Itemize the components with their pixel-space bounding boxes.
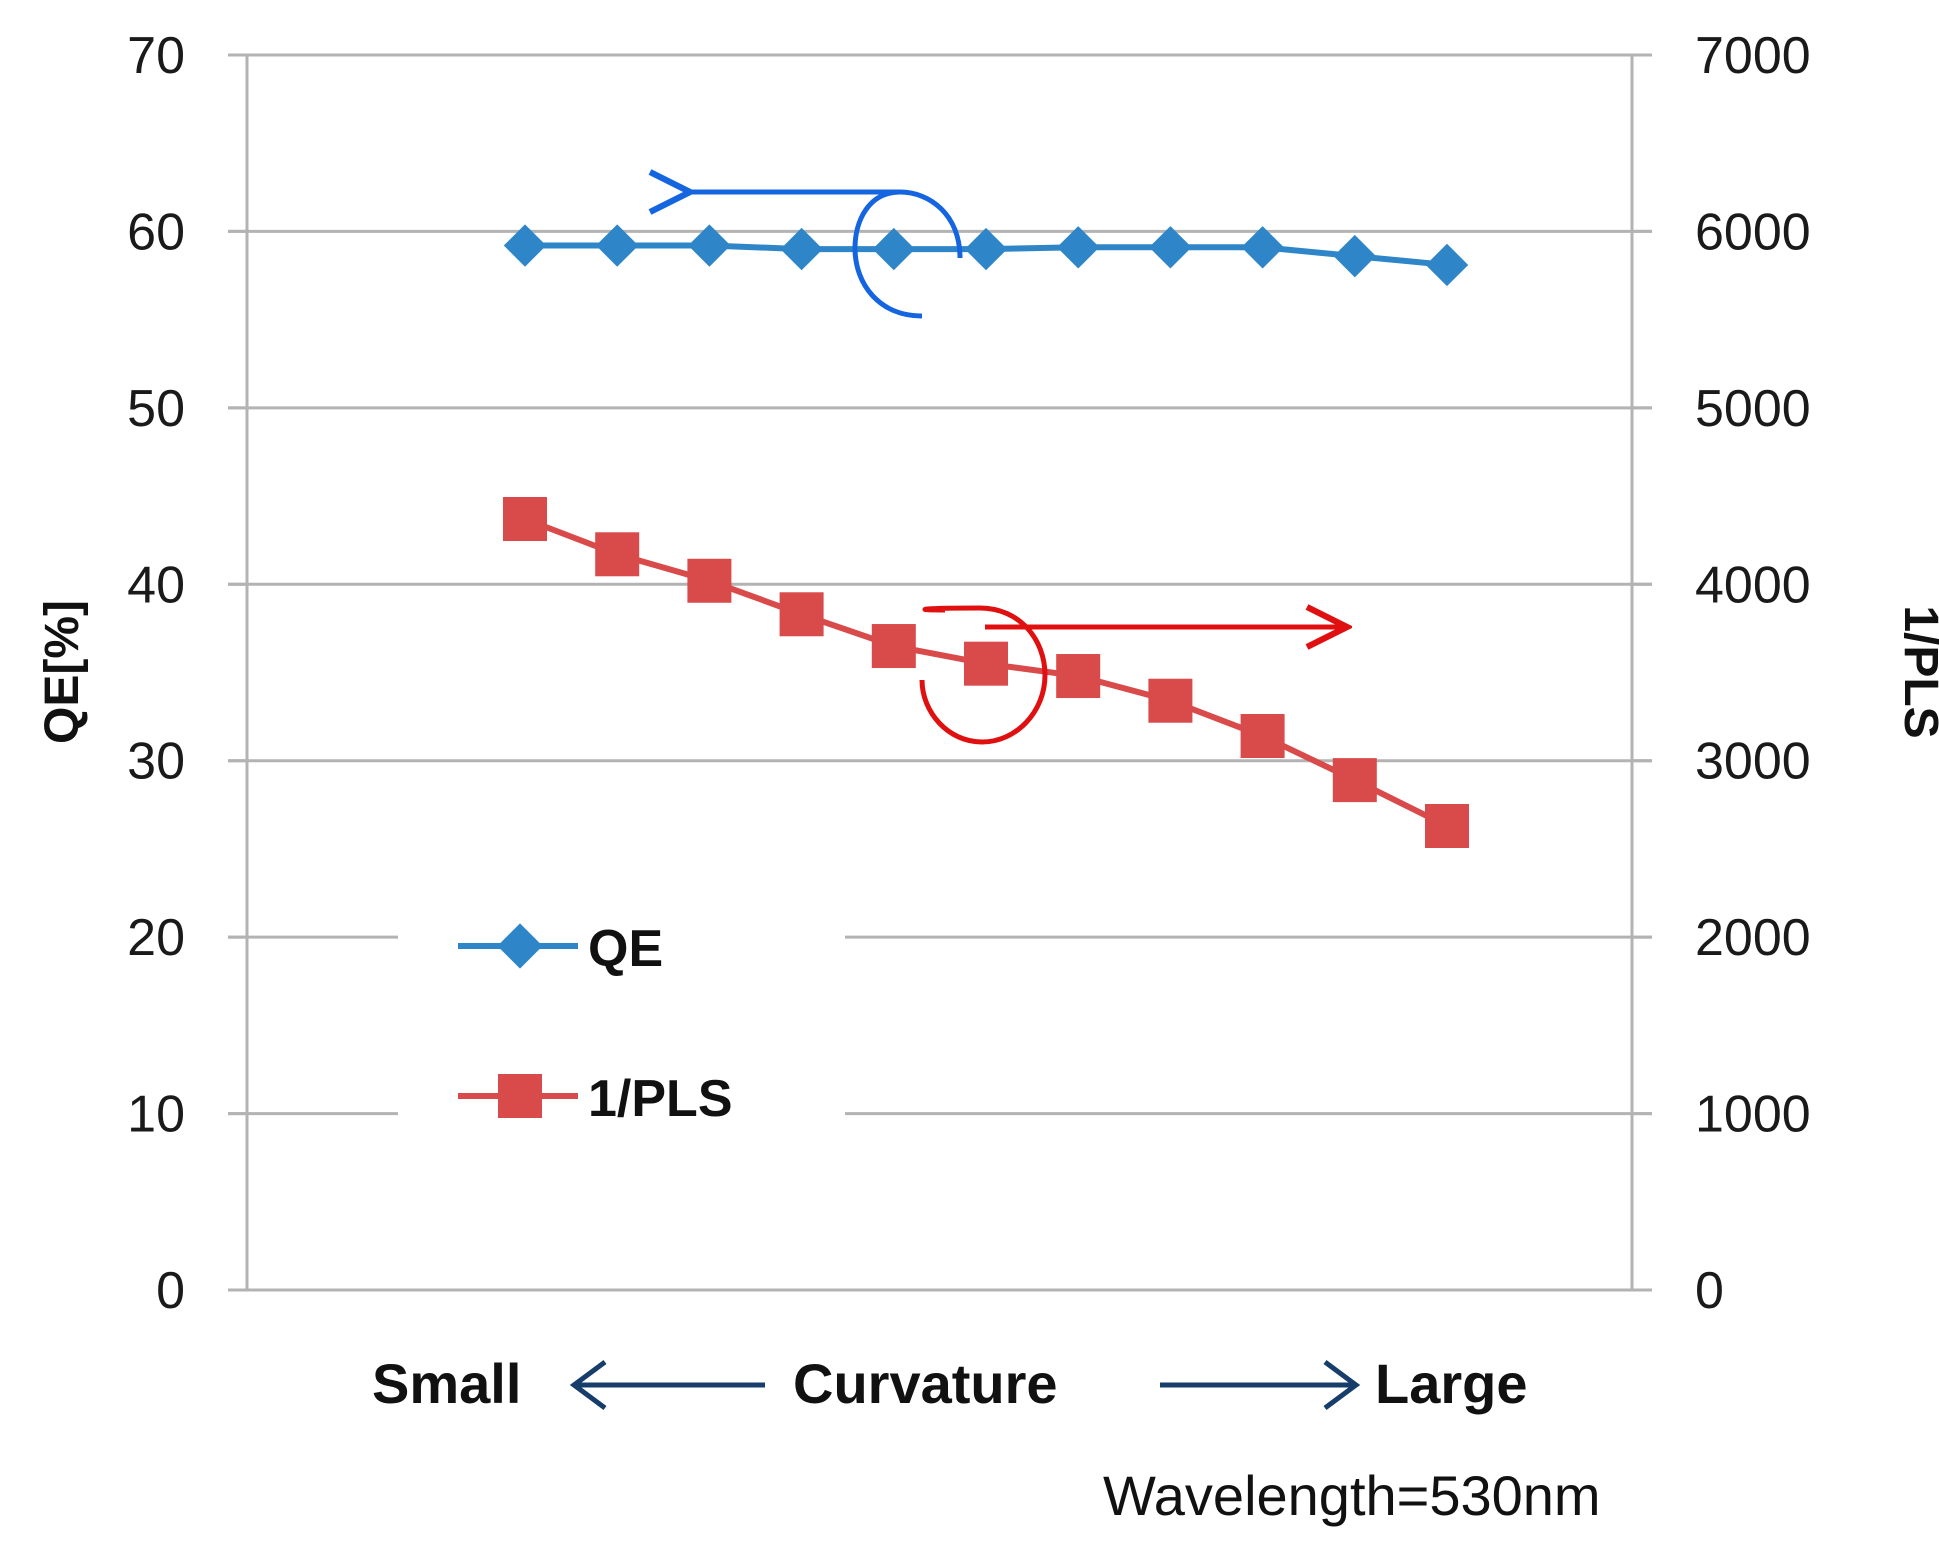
- pls-point: [1332, 758, 1377, 803]
- left-tick-label: 70: [127, 27, 185, 85]
- left-axis-title: QE[%]: [36, 600, 89, 744]
- pls-point: [779, 592, 824, 637]
- qe-point: [1149, 226, 1192, 269]
- pls-axis-indicator: [919, 605, 1347, 745]
- pls-point: [1425, 803, 1469, 848]
- x-label-curvature: Curvature: [793, 1352, 1058, 1415]
- right-axis-title: 1/PLS: [1894, 605, 1939, 738]
- series-qe: [503, 224, 1469, 287]
- right-tick-label: 2000: [1695, 909, 1811, 967]
- left-tick-label: 60: [127, 203, 185, 261]
- left-axis-ticks: 0 10 20 30 40 50 60 70: [127, 27, 185, 1320]
- right-tick-label: 5000: [1695, 380, 1811, 438]
- x-label-large: Large: [1375, 1352, 1528, 1415]
- right-tick-label: 3000: [1695, 733, 1811, 791]
- qe-point: [964, 227, 1008, 271]
- left-tick-label: 20: [127, 909, 185, 967]
- right-tick-label: 0: [1695, 1262, 1724, 1320]
- x-arrow-right-head: [1323, 1359, 1361, 1411]
- left-tick-label: 50: [127, 380, 185, 438]
- pls-point: [503, 497, 547, 542]
- pls-point: [1056, 654, 1101, 699]
- qe-point: [780, 227, 823, 271]
- pls-point: [1148, 678, 1193, 723]
- legend-label-pls: 1/PLS: [588, 1070, 733, 1128]
- right-tick-label: 6000: [1695, 203, 1811, 261]
- qe-point: [1425, 243, 1469, 287]
- x-axis-labels: Small Curvature Large: [372, 1352, 1528, 1415]
- left-tick-label: 0: [156, 1262, 185, 1320]
- wavelength-annotation: Wavelength=530nm: [1103, 1464, 1601, 1527]
- qe-point: [872, 227, 916, 271]
- x-arrow-left-head: [569, 1359, 607, 1411]
- right-tick-label: 7000: [1695, 27, 1811, 85]
- left-tick-label: 30: [127, 733, 185, 791]
- legend-entry-pls: 1/PLS: [458, 1070, 733, 1128]
- qe-indicator-curl: [852, 189, 963, 319]
- pls-point: [595, 532, 640, 577]
- left-tick-label: 10: [127, 1086, 185, 1144]
- left-tick-label: 40: [127, 556, 185, 614]
- plot-area: [228, 53, 1652, 1292]
- pls-point: [687, 558, 732, 603]
- right-axis-ticks: 0 1000 2000 3000 4000 5000 6000 7000: [1695, 27, 1811, 1320]
- qe-point: [1333, 234, 1377, 278]
- pls-point: [871, 624, 916, 669]
- legend-swatch-pls-marker: [498, 1074, 542, 1118]
- qe-axis-indicator: [690, 189, 963, 319]
- x-label-small: Small: [372, 1352, 521, 1415]
- pls-point: [1240, 714, 1285, 759]
- legend: QE 1/PLS: [398, 900, 845, 1130]
- right-tick-label: 1000: [1695, 1086, 1811, 1144]
- right-tick-label: 4000: [1695, 556, 1811, 614]
- legend-background: [398, 900, 845, 1130]
- qe-point: [1056, 226, 1100, 269]
- legend-label-qe: QE: [588, 920, 663, 978]
- qe-point: [1241, 226, 1284, 269]
- pls-point: [964, 641, 1008, 686]
- series-pls: [503, 497, 1469, 848]
- pls-indicator-curl: [919, 605, 1048, 745]
